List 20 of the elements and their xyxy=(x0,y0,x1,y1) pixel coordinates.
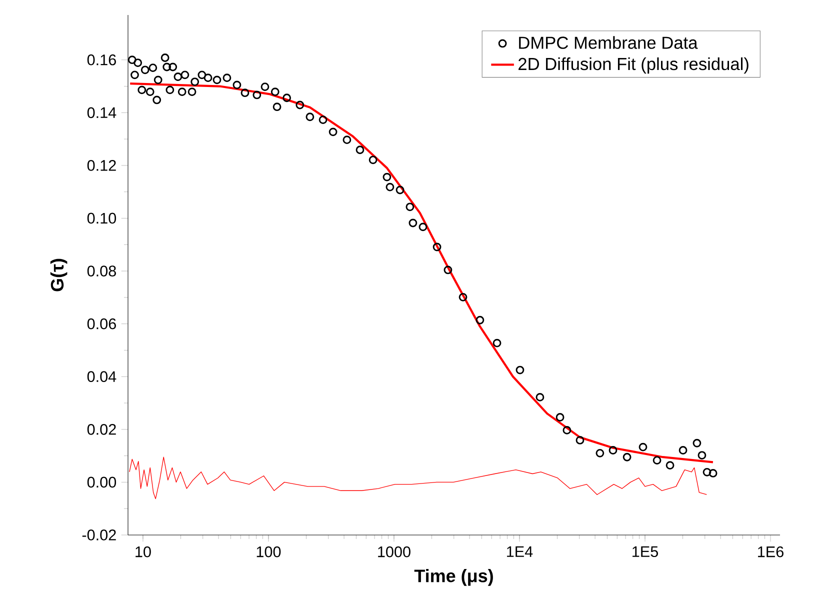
x-tick-label: 1E5 xyxy=(632,546,658,558)
x-tick-label: 1000 xyxy=(378,546,410,558)
y-tick-label: -0.02 xyxy=(82,530,116,540)
x-axis-title: Time (μs) xyxy=(414,569,493,586)
y-tick-label: 0.04 xyxy=(87,371,116,382)
x-tick-label: 100 xyxy=(256,546,281,558)
y-axis-title: G(τ) xyxy=(50,258,68,292)
y-tick-label: 0.14 xyxy=(87,107,116,118)
y-tick-label: 0.06 xyxy=(87,318,116,330)
y-tick-label: 0.10 xyxy=(87,212,116,224)
legend-label: 2D Diffusion Fit (plus residual) xyxy=(518,57,748,74)
y-tick-label: 0.02 xyxy=(87,424,116,435)
y-tick-label: 0.16 xyxy=(87,54,116,66)
x-tick-label: 1E4 xyxy=(507,546,533,557)
y-tick-label: 0.08 xyxy=(87,266,116,276)
x-tick-label: 1E6 xyxy=(758,546,784,558)
x-tick-label: 10 xyxy=(136,546,151,558)
y-tick-label: 0.00 xyxy=(87,476,116,488)
y-tick-label: 0.12 xyxy=(87,160,116,171)
legend-label: DMPC Membrane Data xyxy=(519,36,698,49)
